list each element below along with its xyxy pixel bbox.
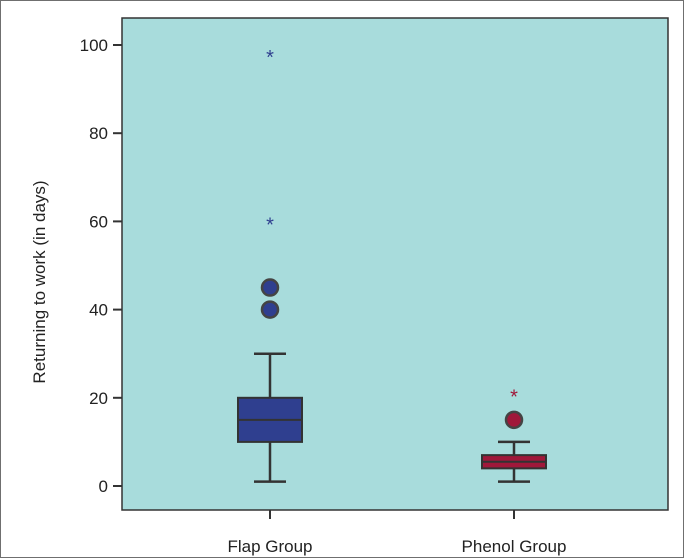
y-tick-label-40: 40 bbox=[89, 301, 108, 320]
extreme-point-flap-group-60: * bbox=[266, 214, 274, 236]
outlier-point-flap-group-40 bbox=[260, 300, 280, 319]
x-tick-label-flap-group: Flap Group bbox=[227, 537, 312, 556]
extreme-point-flap-group-98: * bbox=[266, 47, 274, 69]
box-phenol-group: * bbox=[481, 386, 547, 483]
box-flap-group: ** bbox=[237, 47, 303, 483]
extreme-point-phenol-group-21: * bbox=[510, 386, 518, 408]
y-tick-label-20: 20 bbox=[89, 389, 108, 408]
x-axis: Flap Group Phenol Group bbox=[227, 510, 566, 556]
y-tick-label-60: 60 bbox=[89, 212, 108, 231]
y-tick-label-100: 100 bbox=[80, 36, 108, 55]
plot-area bbox=[121, 17, 669, 511]
x-tick-label-phenol-group: Phenol Group bbox=[462, 537, 567, 556]
boxes-layer: *** bbox=[237, 47, 547, 483]
y-tick-label-0: 0 bbox=[99, 477, 108, 496]
y-axis-label: Returning to work (in days) bbox=[30, 180, 49, 383]
outlier-point-flap-group-45 bbox=[260, 278, 280, 297]
outlier-point-phenol-group-15 bbox=[504, 410, 524, 430]
y-axis: 0 20 40 60 80 100 bbox=[80, 36, 122, 496]
y-tick-label-80: 80 bbox=[89, 124, 108, 143]
